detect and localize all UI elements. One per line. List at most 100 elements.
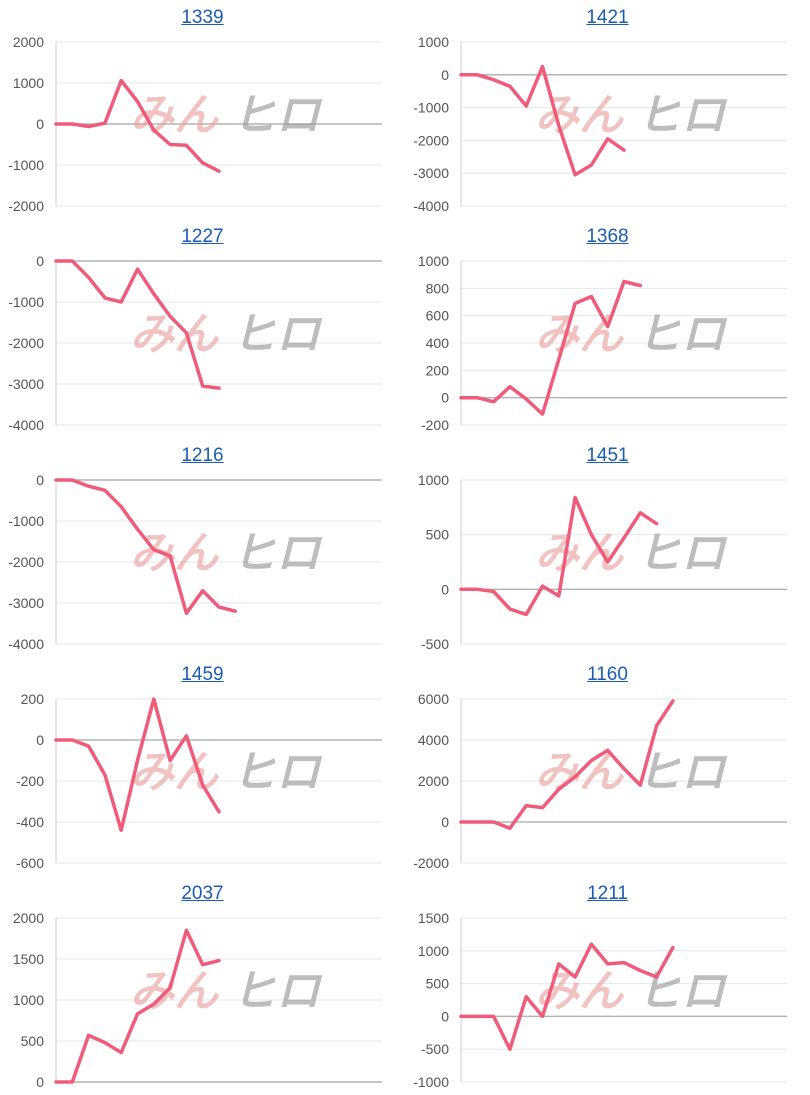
y-tick-label: 2000 [13, 910, 44, 926]
y-tick-label: -200 [16, 773, 44, 789]
chart-title-link[interactable]: 1368 [586, 226, 629, 247]
chart-cell-1459: 200 0 -200 -400 -600 みん ヒロ 1459 [0, 657, 405, 876]
watermark-logo-right: ヒロ [232, 528, 323, 579]
chart-title-link[interactable]: 1421 [586, 7, 629, 28]
y-tick-label: -3000 [8, 376, 44, 392]
y-tick-label: 0 [36, 472, 44, 488]
y-tick-label: 1000 [418, 943, 449, 959]
y-tick-label: 4000 [418, 732, 449, 748]
series-line [54, 78, 221, 173]
y-tick-label: 1000 [13, 992, 44, 1008]
y-tick-label: -4000 [413, 198, 449, 214]
y-tick-label: -2000 [8, 554, 44, 570]
y-tick-label: -1000 [413, 100, 449, 116]
y-tick-label: -1000 [8, 294, 44, 310]
series-line [459, 495, 659, 617]
y-tick-label: -1000 [413, 1074, 449, 1090]
y-tick-label: -3000 [8, 595, 44, 611]
y-tick-label: 200 [21, 691, 45, 707]
series-line [54, 928, 221, 1084]
y-tick-label: -3000 [413, 165, 449, 181]
y-tick-label: 0 [441, 67, 449, 83]
chart-cell-1216: 0 -1000 -2000 -3000 -4000 みん ヒロ 1216 [0, 438, 405, 657]
y-tick-label: 1000 [418, 253, 449, 269]
y-tick-label: 1000 [13, 75, 44, 91]
y-tick-label: 0 [36, 1074, 44, 1090]
chart-cell-1160: 6000 4000 2000 0 -2000 みん ヒロ 1160 [405, 657, 810, 876]
series-line [459, 699, 675, 830]
y-tick-label: 400 [426, 335, 450, 351]
watermark-logo-left: みん [535, 90, 625, 141]
chart-title-link[interactable]: 1211 [587, 883, 628, 904]
series-line [459, 942, 675, 1051]
chart-title-link[interactable]: 1339 [181, 7, 224, 28]
watermark-logo-right: ヒロ [637, 90, 728, 141]
y-tick-label: 800 [426, 280, 450, 296]
y-tick-label: -2000 [413, 132, 449, 148]
y-tick-label: -400 [16, 814, 44, 830]
chart-cell-1227: 0 -1000 -2000 -3000 -4000 みん ヒロ 1227 [0, 219, 405, 438]
chart-cell-1211: 1500 1000 500 0 -500 -1000 みん ヒロ 1211 [405, 876, 810, 1095]
y-tick-label: -200 [421, 417, 449, 433]
y-tick-label: 600 [426, 308, 450, 324]
y-tick-label: -2000 [8, 335, 44, 351]
chart-title-link[interactable]: 1451 [586, 445, 629, 466]
series-line [54, 259, 221, 390]
y-tick-label: 0 [441, 581, 449, 597]
y-tick-label: 0 [36, 253, 44, 269]
watermark-logo-left: みん [130, 309, 220, 360]
watermark-logo-right: ヒロ [637, 528, 728, 579]
chart-title-link[interactable]: 1459 [181, 664, 224, 685]
y-tick-label: 500 [426, 527, 450, 543]
watermark-logo-right: ヒロ [232, 90, 323, 141]
chart-svg: 1000 500 0 -500 みん ヒロ [418, 472, 787, 652]
chart-cell-1339: 2000 1000 0 -1000 -2000 みん ヒロ 1339 [0, 0, 405, 219]
chart-title-link[interactable]: 2037 [181, 883, 224, 904]
y-tick-label: 2000 [13, 34, 44, 50]
y-tick-label: -600 [16, 855, 44, 871]
chart-title-link[interactable]: 1160 [587, 664, 628, 685]
chart-svg: 1000 0 -1000 -2000 -3000 -4000 みん ヒロ [413, 34, 787, 214]
y-tick-label: -2000 [413, 855, 449, 871]
y-tick-label: 2000 [418, 773, 449, 789]
watermark-logo-right: ヒロ [637, 309, 728, 360]
chart-cell-1368: 1000 800 600 400 200 0 -200 みん ヒロ 1368 [405, 219, 810, 438]
y-tick-label: -4000 [8, 417, 44, 433]
y-tick-label: 0 [36, 116, 44, 132]
chart-svg: 0 -1000 -2000 -3000 -4000 みん ヒロ [8, 253, 382, 433]
watermark-logo-right: ヒロ [232, 309, 323, 360]
watermark-logo-right: ヒロ [637, 747, 728, 798]
series-line [54, 697, 221, 832]
y-tick-label: 1500 [13, 951, 44, 967]
y-tick-label: 0 [36, 732, 44, 748]
y-tick-label: 1000 [418, 34, 449, 50]
y-tick-label: 200 [426, 362, 450, 378]
chart-title-link[interactable]: 1216 [181, 445, 224, 466]
y-tick-label: 0 [441, 1008, 449, 1024]
y-tick-label: -1000 [8, 157, 44, 173]
y-tick-label: 1000 [418, 472, 449, 488]
watermark-logo-right: ヒロ [232, 966, 323, 1017]
chart-cell-1421: 1000 0 -1000 -2000 -3000 -4000 みん ヒロ 1421 [405, 0, 810, 219]
y-tick-label: 6000 [418, 691, 449, 707]
watermark-logo-right: ヒロ [232, 747, 323, 798]
y-tick-label: 1500 [418, 910, 449, 926]
y-tick-label: -1000 [8, 513, 44, 529]
y-tick-label: -2000 [8, 198, 44, 214]
y-tick-label: -500 [421, 1041, 449, 1057]
watermark-logo-left: みん [535, 528, 625, 579]
chart-title-link[interactable]: 1227 [181, 226, 224, 247]
y-tick-label: -4000 [8, 636, 44, 652]
y-tick-label: 0 [441, 814, 449, 830]
y-tick-label: 500 [21, 1033, 45, 1049]
y-tick-label: 500 [426, 976, 450, 992]
series-line [459, 64, 626, 177]
y-tick-label: -500 [421, 636, 449, 652]
series-line [459, 279, 643, 416]
